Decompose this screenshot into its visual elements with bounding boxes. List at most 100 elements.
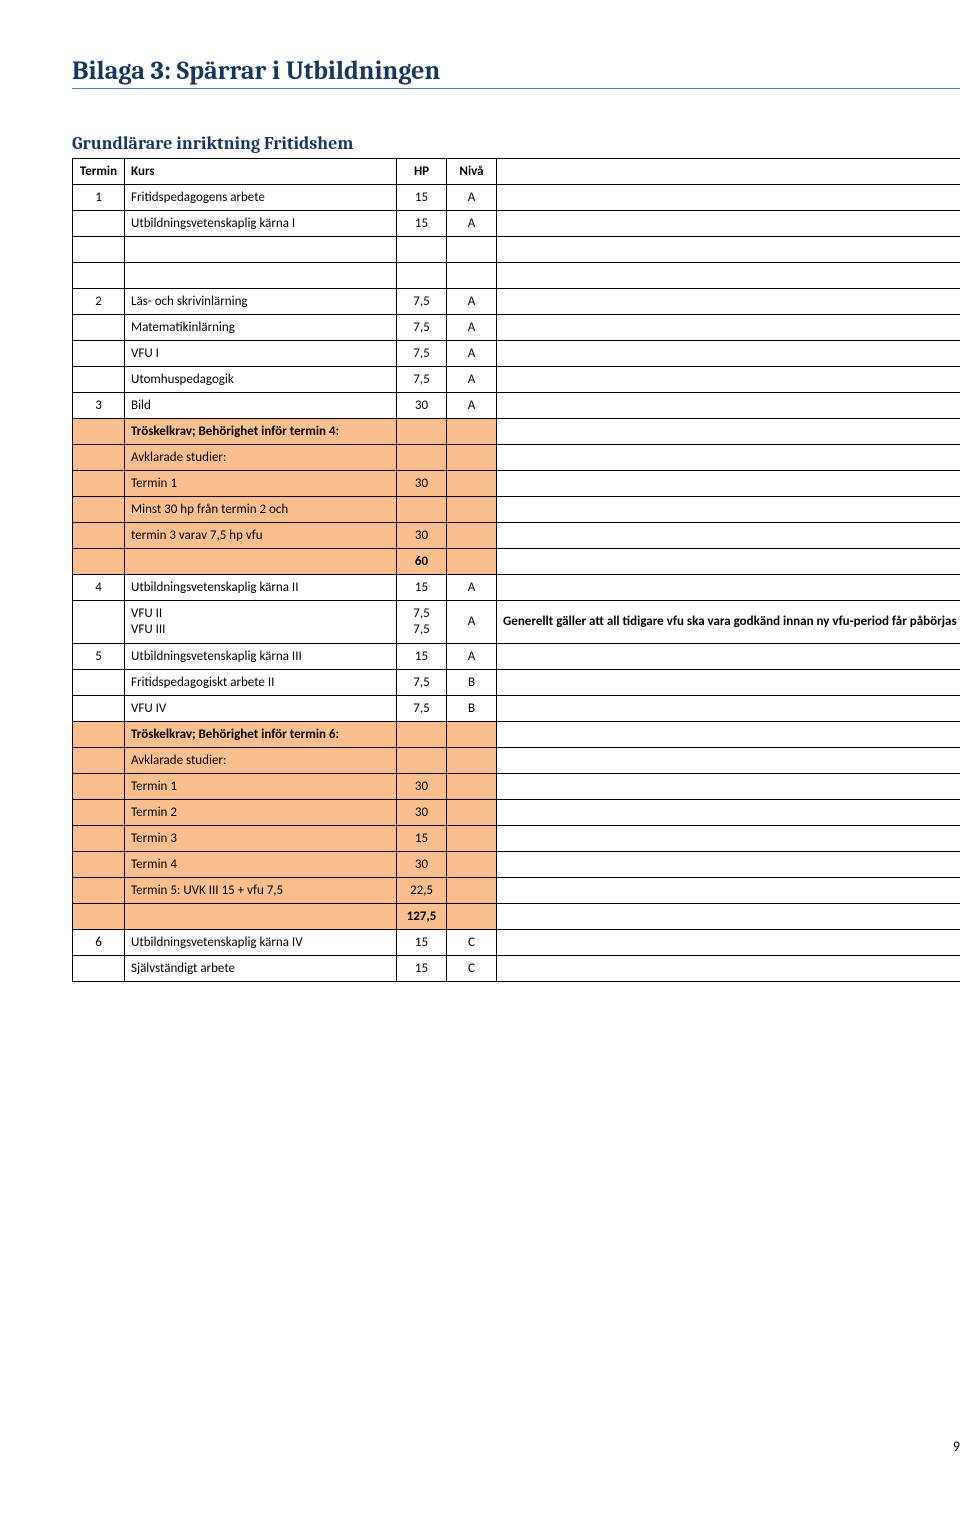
table-cell: Läs- och skrivinlärning [125,289,397,315]
table-cell [497,497,960,523]
table-header-cell: Kurs [125,159,397,185]
table-cell [125,263,397,289]
table-cell [447,471,497,497]
table-cell [73,878,125,904]
table-cell [73,497,125,523]
table-cell [73,722,125,748]
table-cell [73,670,125,696]
table-cell: 15 [397,930,447,956]
table-header-cell: Nivå [447,159,497,185]
table-cell: A [447,367,497,393]
table-cell: C [447,930,497,956]
table-cell [497,852,960,878]
table-cell [447,878,497,904]
table-cell: 7,5 [397,315,447,341]
table-cell [447,549,497,575]
table-cell: A [447,341,497,367]
table-cell: Utbildningsvetenskaplig kärna III [125,644,397,670]
table-cell: A [447,211,497,237]
table-cell: 3 [73,393,125,419]
table-cell [73,826,125,852]
table-cell [497,185,960,211]
table-cell: Termin 4 [125,852,397,878]
table-cell: 15 [397,826,447,852]
table-cell: 7,5 [397,289,447,315]
table-cell [497,575,960,601]
table-cell [497,696,960,722]
table-cell: 15 [397,211,447,237]
table-cell: A [447,315,497,341]
table-cell: Termin 1 [125,471,397,497]
table-cell: 7,5 [397,696,447,722]
table-cell [497,670,960,696]
table-cell [497,800,960,826]
table-cell: 15 [397,185,447,211]
table-cell: 30 [397,523,447,549]
curriculum-table: TerminKursHPNivå1Fritidspedagogens arbet… [72,158,960,982]
table-cell [497,878,960,904]
table-cell [497,904,960,930]
table-cell [497,211,960,237]
table-cell: 5 [73,644,125,670]
table-cell [497,549,960,575]
table-cell: 30 [397,774,447,800]
table-cell [497,263,960,289]
table-cell [73,696,125,722]
table-cell: 30 [397,800,447,826]
table-cell [125,904,397,930]
table-cell: Fritidspedagogiskt arbete II [125,670,397,696]
table-cell [447,523,497,549]
table-cell: 60 [397,549,447,575]
table-cell: A [447,289,497,315]
table-cell [447,722,497,748]
page-title: Bilaga 3: Spärrar i Utbildningen [72,56,960,89]
table-cell [497,341,960,367]
table-cell: Minst 30 hp från termin 2 och [125,497,397,523]
table-cell: Fritidspedagogens arbete [125,185,397,211]
table-cell: A [447,601,497,644]
table-cell: 127,5 [397,904,447,930]
table-cell: Termin 5: UVK III 15 + vfu 7,5 [125,878,397,904]
table-cell [397,237,447,263]
table-cell: Utbildningsvetenskaplig kärna IV [125,930,397,956]
table-cell [497,419,960,445]
table-cell: 7,5 [397,367,447,393]
table-cell: termin 3 varav 7,5 hp vfu [125,523,397,549]
table-cell [125,237,397,263]
table-cell [497,644,960,670]
table-cell [497,748,960,774]
table-cell [73,800,125,826]
table-cell [497,445,960,471]
table-cell: B [447,670,497,696]
table-cell [497,367,960,393]
table-cell [497,826,960,852]
table-cell: 2 [73,289,125,315]
table-cell: 30 [397,393,447,419]
table-cell [447,748,497,774]
table-cell [73,549,125,575]
table-cell [497,393,960,419]
table-header-cell: HP [397,159,447,185]
table-cell: A [447,185,497,211]
table-cell [125,549,397,575]
table-cell: VFU IV [125,696,397,722]
table-cell: Bild [125,393,397,419]
table-cell: 4 [73,575,125,601]
table-cell: Avklarade studier: [125,748,397,774]
table-cell [447,904,497,930]
table-cell [73,237,125,263]
table-cell [447,263,497,289]
table-cell [447,497,497,523]
table-cell [397,445,447,471]
table-cell [397,497,447,523]
table-cell [497,930,960,956]
table-cell: VFU IIVFU III [125,601,397,644]
table-cell: Matematikinlärning [125,315,397,341]
table-cell: Tröskelkrav; Behörighet inför termin 4: [125,419,397,445]
table-cell [73,211,125,237]
table-cell [73,904,125,930]
table-cell: 1 [73,185,125,211]
table-cell: Termin 2 [125,800,397,826]
table-cell: A [447,393,497,419]
page-number: 9 [953,1438,960,1455]
